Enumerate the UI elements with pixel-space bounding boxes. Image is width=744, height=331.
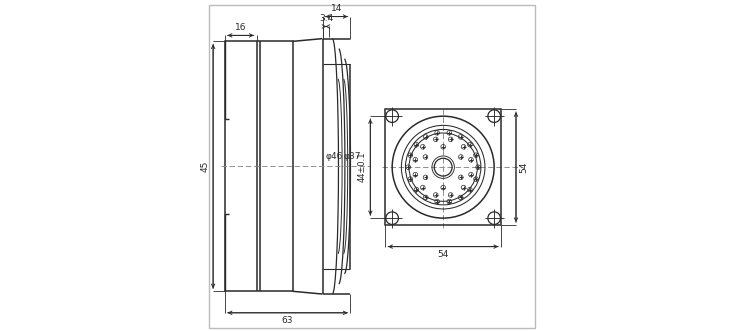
Text: 54: 54: [437, 250, 449, 259]
Text: 44±0.1: 44±0.1: [358, 152, 367, 182]
Text: 16: 16: [235, 23, 246, 32]
Text: 14: 14: [331, 4, 342, 13]
Circle shape: [386, 212, 399, 224]
Text: 54: 54: [519, 162, 528, 173]
Bar: [385, 109, 501, 225]
Circle shape: [386, 110, 399, 122]
Text: φ46: φ46: [326, 152, 343, 162]
Text: φ37: φ37: [344, 152, 361, 162]
Text: 45: 45: [201, 161, 210, 172]
Bar: [225, 41, 292, 291]
Text: 63: 63: [282, 316, 293, 325]
Circle shape: [488, 212, 501, 224]
Circle shape: [488, 110, 501, 122]
Text: 3.4: 3.4: [318, 14, 333, 23]
